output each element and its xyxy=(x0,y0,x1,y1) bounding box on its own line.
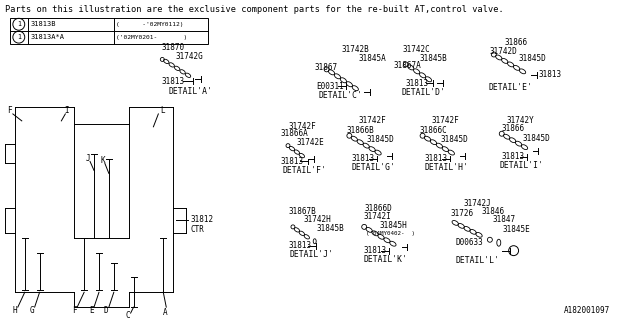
Text: 31845B: 31845B xyxy=(420,54,447,63)
Text: DETAIL'J': DETAIL'J' xyxy=(290,250,334,259)
Text: 31870: 31870 xyxy=(161,43,184,52)
Text: DETAIL'H': DETAIL'H' xyxy=(424,163,468,172)
Text: 1: 1 xyxy=(17,21,21,27)
Text: C: C xyxy=(125,310,131,320)
Text: 31845B: 31845B xyxy=(317,224,344,233)
Text: 31867A: 31867A xyxy=(394,61,422,70)
Text: 31742F: 31742F xyxy=(431,116,460,125)
Text: D: D xyxy=(104,306,109,315)
Text: 31813: 31813 xyxy=(280,157,303,166)
Text: DETAIL'D': DETAIL'D' xyxy=(402,88,445,97)
Bar xyxy=(10,18,208,44)
Text: E: E xyxy=(89,306,93,315)
Text: DETAIL'K': DETAIL'K' xyxy=(364,255,407,264)
Text: 1: 1 xyxy=(17,34,21,40)
Text: G: G xyxy=(29,306,35,315)
Text: ('04MY0402-  ): ('04MY0402- ) xyxy=(366,231,415,236)
Text: 31813: 31813 xyxy=(161,77,184,86)
Text: DETAIL'C': DETAIL'C' xyxy=(319,91,362,100)
Text: H: H xyxy=(13,306,17,315)
Text: 31866A: 31866A xyxy=(280,129,308,138)
Text: I: I xyxy=(65,107,69,116)
Text: 31813A*A: 31813A*A xyxy=(31,34,65,40)
Text: DETAIL'G': DETAIL'G' xyxy=(351,163,396,172)
Text: 31845A: 31845A xyxy=(358,54,386,63)
Text: 31847: 31847 xyxy=(493,215,516,224)
Text: 31845E: 31845E xyxy=(503,225,531,234)
Text: 31742G: 31742G xyxy=(175,52,203,61)
Text: 31845D: 31845D xyxy=(518,54,547,63)
Text: 31813: 31813 xyxy=(424,154,448,163)
Text: DETAIL'L': DETAIL'L' xyxy=(455,256,499,265)
Text: F: F xyxy=(7,107,12,116)
Text: F: F xyxy=(72,306,77,315)
Text: 31866D: 31866D xyxy=(364,204,392,212)
Text: 31813: 31813 xyxy=(406,79,429,88)
Text: 31866B: 31866B xyxy=(346,126,374,135)
Text: 31846: 31846 xyxy=(482,206,505,216)
Text: 31742Y: 31742Y xyxy=(507,116,534,125)
Text: DETAIL'A': DETAIL'A' xyxy=(168,87,212,96)
Text: 31813B: 31813B xyxy=(31,21,56,27)
Text: 31813: 31813 xyxy=(289,241,312,250)
Text: 31726: 31726 xyxy=(451,209,474,218)
Text: 31867: 31867 xyxy=(315,63,338,72)
Text: D00633: D00633 xyxy=(455,238,483,247)
Text: 31742I: 31742I xyxy=(364,212,391,221)
Text: DETAIL'I': DETAIL'I' xyxy=(500,161,543,170)
Text: 31866: 31866 xyxy=(502,124,525,133)
Text: ('02MY0201-       ): ('02MY0201- ) xyxy=(116,35,187,40)
Text: 31813: 31813 xyxy=(538,70,561,79)
Text: 31742J: 31742J xyxy=(463,199,491,208)
Text: 31812: 31812 xyxy=(190,215,213,224)
Text: A: A xyxy=(163,308,168,316)
Text: 31845D: 31845D xyxy=(522,134,550,143)
Text: 31742F: 31742F xyxy=(358,116,386,125)
Text: 31845H: 31845H xyxy=(379,221,407,230)
Text: L: L xyxy=(161,107,165,116)
Text: DETAIL'E': DETAIL'E' xyxy=(489,83,532,92)
Text: E00311: E00311 xyxy=(317,82,344,91)
Text: 31742D: 31742D xyxy=(490,47,518,56)
Text: CTR: CTR xyxy=(190,225,204,234)
Text: 31813: 31813 xyxy=(351,154,374,163)
Text: 31742F: 31742F xyxy=(289,122,317,131)
Text: 31845D: 31845D xyxy=(366,135,394,144)
Text: J: J xyxy=(86,154,91,163)
Text: 31866C: 31866C xyxy=(420,126,447,135)
Text: 31742H: 31742H xyxy=(304,215,332,224)
Text: Parts on this illustration are the exclusive component parts for the re-built AT: Parts on this illustration are the exclu… xyxy=(5,5,504,14)
Text: 31813: 31813 xyxy=(364,246,387,255)
Text: 31742C: 31742C xyxy=(403,45,431,54)
Text: 31813: 31813 xyxy=(502,152,525,161)
Text: 31867B: 31867B xyxy=(289,206,317,216)
Text: 31742B: 31742B xyxy=(341,45,369,54)
Text: DETAIL'F': DETAIL'F' xyxy=(282,166,326,175)
Text: K: K xyxy=(101,156,106,165)
Text: (      -'02MY0112): ( -'02MY0112) xyxy=(116,22,183,27)
Text: 31742E: 31742E xyxy=(297,138,324,147)
Text: A182001097: A182001097 xyxy=(564,306,611,315)
Text: 31866: 31866 xyxy=(505,38,528,47)
Text: 31845D: 31845D xyxy=(440,135,468,144)
